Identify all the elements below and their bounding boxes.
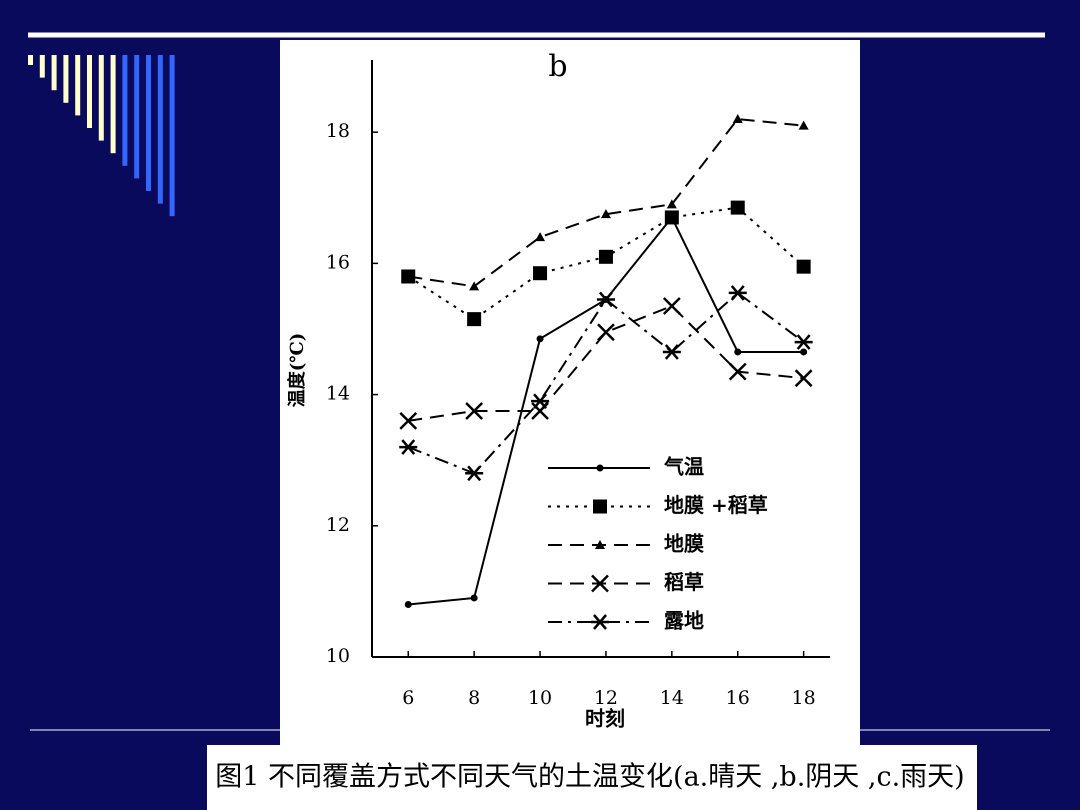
marker xyxy=(533,266,548,281)
stripe xyxy=(110,55,116,154)
marker xyxy=(469,281,480,291)
stripe xyxy=(169,55,175,217)
x-tick-label: 16 xyxy=(726,687,750,709)
stripe xyxy=(122,55,128,166)
chart-panel xyxy=(280,40,860,748)
x-tick-label: 10 xyxy=(528,687,552,709)
marker xyxy=(728,362,747,381)
y-tick-label: 14 xyxy=(326,383,350,405)
y-tick-label: 10 xyxy=(326,645,350,667)
marker xyxy=(591,614,609,630)
y-axis-label: 温度(℃) xyxy=(286,333,308,408)
marker xyxy=(535,232,546,242)
stripe xyxy=(63,55,69,103)
marker xyxy=(593,499,607,514)
marker xyxy=(465,465,484,482)
y-tick-label: 12 xyxy=(326,514,350,536)
marker xyxy=(662,297,681,315)
caption: 图1 不同覆盖方式不同天气的土温变化(a.晴天 ,b.阴天 ,c.雨天) xyxy=(215,762,964,793)
marker xyxy=(728,285,747,301)
marker xyxy=(734,348,742,356)
y-tick-label: 18 xyxy=(326,120,350,142)
legend-label: 露地 xyxy=(664,609,704,633)
marker xyxy=(664,210,679,225)
stripe xyxy=(134,55,140,179)
marker xyxy=(591,574,609,593)
y-tick-label: 16 xyxy=(326,251,350,273)
marker xyxy=(531,393,550,409)
stripe xyxy=(87,55,92,128)
legend-label: 地膜 +稻草 xyxy=(664,493,768,517)
marker xyxy=(800,348,808,356)
x-tick-label: 14 xyxy=(660,687,684,709)
x-axis-label: 时刻 xyxy=(585,707,625,731)
x-tick-label: 18 xyxy=(792,687,816,709)
marker xyxy=(597,323,615,342)
x-tick-label: 8 xyxy=(468,687,480,709)
stripe xyxy=(28,55,33,65)
marker xyxy=(730,200,745,215)
stripe xyxy=(146,55,151,191)
marker xyxy=(595,540,605,549)
marker xyxy=(796,259,811,274)
marker xyxy=(399,411,418,430)
marker xyxy=(600,209,611,219)
caption-box xyxy=(207,745,977,810)
marker xyxy=(403,271,414,281)
marker xyxy=(536,335,544,343)
marker xyxy=(794,334,813,350)
marker xyxy=(794,369,813,388)
legend-label: 稻草 xyxy=(664,570,704,594)
marker xyxy=(596,464,604,472)
stripe xyxy=(51,55,57,91)
marker xyxy=(666,199,677,209)
decoration xyxy=(28,55,175,217)
marker xyxy=(598,249,613,264)
marker xyxy=(662,344,681,360)
stripe xyxy=(98,55,104,141)
marker xyxy=(399,439,418,455)
legend-label: 气温 xyxy=(663,455,704,479)
marker xyxy=(404,601,412,609)
marker xyxy=(798,120,809,130)
marker xyxy=(467,312,482,327)
stripe xyxy=(75,55,81,116)
marker xyxy=(465,402,484,420)
chart-title: b xyxy=(548,49,567,84)
marker xyxy=(732,114,743,124)
x-tick-label: 6 xyxy=(402,687,414,709)
marker xyxy=(470,594,478,602)
stripe xyxy=(39,55,45,78)
stripe xyxy=(157,55,163,204)
legend-label: 地膜 xyxy=(664,532,704,556)
marker xyxy=(596,291,615,308)
x-tick-label: 12 xyxy=(594,687,618,709)
